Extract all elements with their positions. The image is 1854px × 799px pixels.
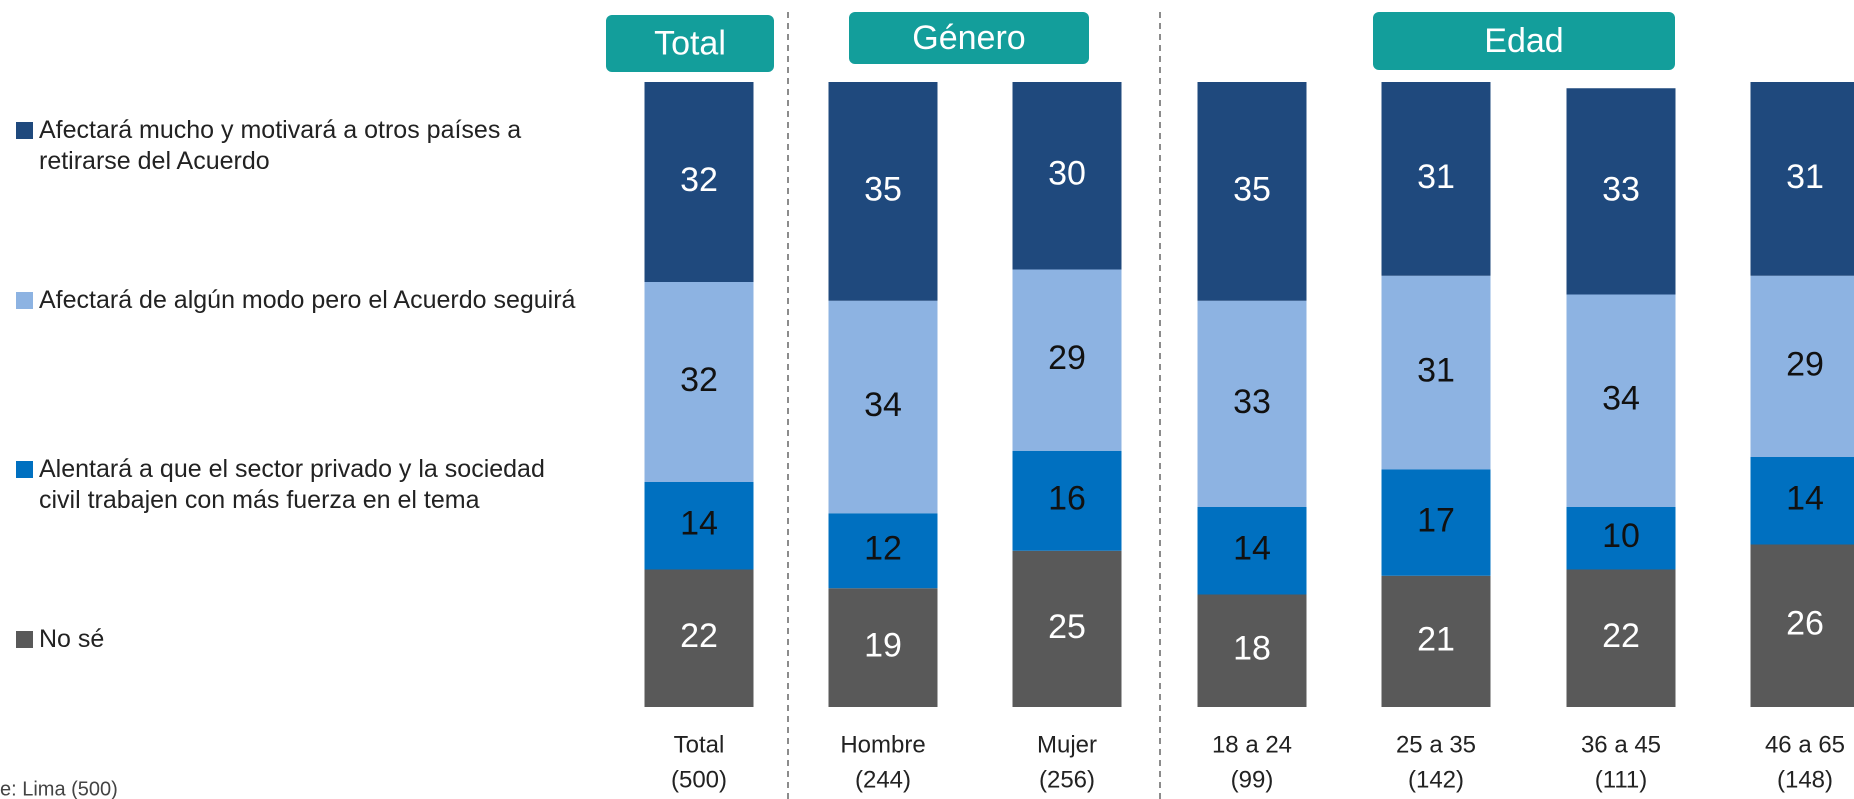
value-label: 29 bbox=[1786, 345, 1824, 383]
value-label: 22 bbox=[680, 617, 718, 655]
bar-segment bbox=[1566, 88, 1676, 295]
group-header: Edad bbox=[1484, 22, 1563, 60]
x-tick-label: 18 a 24 bbox=[1212, 731, 1292, 758]
legend-swatch bbox=[16, 631, 33, 648]
group-header: Género bbox=[912, 19, 1025, 57]
value-label: 29 bbox=[1048, 339, 1086, 377]
bar-segment bbox=[828, 513, 938, 589]
legend-label: Alentará a que el sector privado y la so… bbox=[39, 455, 545, 514]
value-label: 14 bbox=[1786, 480, 1824, 518]
value-label: 32 bbox=[680, 361, 718, 399]
legend-label: Afectará mucho y motivará a otros países… bbox=[39, 116, 522, 175]
sample-size: (142) bbox=[1408, 766, 1464, 793]
value-label: 33 bbox=[1602, 170, 1640, 208]
value-label: 18 bbox=[1233, 630, 1271, 668]
value-label: 35 bbox=[864, 170, 902, 208]
x-tick-label: Hombre bbox=[840, 731, 925, 758]
value-label: 12 bbox=[864, 530, 902, 568]
bar-segment bbox=[1566, 294, 1676, 507]
bar-segment bbox=[1012, 269, 1122, 451]
bar-segment bbox=[644, 569, 754, 707]
bar-segment bbox=[1197, 82, 1307, 301]
bar-segment bbox=[828, 82, 938, 301]
bar-segment bbox=[1012, 550, 1122, 707]
value-label: 31 bbox=[1786, 158, 1824, 196]
bar-segment bbox=[1012, 450, 1122, 551]
bar-segment bbox=[1381, 469, 1491, 576]
value-label: 31 bbox=[1417, 158, 1455, 196]
value-label: 22 bbox=[1602, 617, 1640, 655]
sample-size: (244) bbox=[855, 766, 911, 793]
value-label: 10 bbox=[1602, 517, 1640, 555]
sample-size: (99) bbox=[1231, 766, 1274, 793]
value-label: 30 bbox=[1048, 155, 1086, 193]
legend-entry: Afectará mucho y motivará a otros países… bbox=[16, 115, 581, 177]
legend-label: No sé bbox=[39, 625, 105, 653]
bar-segment bbox=[1750, 275, 1854, 457]
x-tick-label: 25 a 35 bbox=[1396, 731, 1476, 758]
legend-entry: No sé bbox=[16, 624, 581, 655]
value-label: 33 bbox=[1233, 383, 1271, 421]
sample-size: (256) bbox=[1039, 766, 1095, 793]
bar-segment bbox=[828, 588, 938, 707]
bar-segment bbox=[1750, 544, 1854, 707]
value-label: 21 bbox=[1417, 620, 1455, 658]
legend-label: Afectará de algún modo pero el Acuerdo s… bbox=[39, 286, 576, 314]
value-label: 17 bbox=[1417, 502, 1455, 540]
value-label: 34 bbox=[1602, 380, 1640, 418]
value-label: 35 bbox=[1233, 170, 1271, 208]
bar-segment bbox=[1566, 507, 1676, 570]
x-tick-label: Total bbox=[674, 731, 725, 758]
x-tick-label: 36 a 45 bbox=[1581, 731, 1661, 758]
footnote: e: Lima (500) bbox=[0, 778, 118, 799]
bar-segment bbox=[1381, 275, 1491, 470]
group-header-box bbox=[849, 12, 1089, 64]
x-tick-label: 46 a 65 bbox=[1765, 731, 1845, 758]
legend-entry: Alentará a que el sector privado y la so… bbox=[16, 454, 581, 516]
legend-swatch bbox=[16, 292, 33, 309]
sample-size: (111) bbox=[1595, 766, 1647, 793]
bar-segment bbox=[828, 300, 938, 514]
bar-segment bbox=[1197, 300, 1307, 507]
bar-segment bbox=[644, 482, 754, 570]
value-label: 14 bbox=[680, 505, 718, 543]
legend-swatch bbox=[16, 122, 33, 139]
value-label: 19 bbox=[864, 627, 902, 665]
group-header-box bbox=[606, 15, 774, 72]
value-label: 31 bbox=[1417, 352, 1455, 390]
bar-segment bbox=[1381, 575, 1491, 707]
bar-segment bbox=[1750, 457, 1854, 545]
bar-segment bbox=[1381, 82, 1491, 276]
value-label: 16 bbox=[1048, 480, 1086, 518]
legend-swatch bbox=[16, 461, 33, 478]
x-tick-label: Mujer bbox=[1037, 731, 1097, 758]
bar-segment bbox=[644, 82, 754, 282]
value-label: 26 bbox=[1786, 605, 1824, 643]
bar-segment bbox=[1197, 507, 1307, 595]
value-label: 14 bbox=[1233, 530, 1271, 568]
bar-segment bbox=[1012, 82, 1122, 270]
legend-entry: Afectará de algún modo pero el Acuerdo s… bbox=[16, 285, 581, 316]
bar-segment bbox=[1197, 594, 1307, 707]
group-header-box bbox=[1373, 12, 1675, 70]
sample-size: (148) bbox=[1777, 766, 1833, 793]
group-header: Total bbox=[654, 24, 726, 62]
sample-size: (500) bbox=[671, 766, 727, 793]
value-label: 32 bbox=[680, 161, 718, 199]
value-label: 34 bbox=[864, 386, 902, 424]
bar-segment bbox=[1566, 569, 1676, 707]
value-label: 25 bbox=[1048, 608, 1086, 646]
bar-segment bbox=[644, 282, 754, 482]
bar-segment bbox=[1750, 82, 1854, 276]
